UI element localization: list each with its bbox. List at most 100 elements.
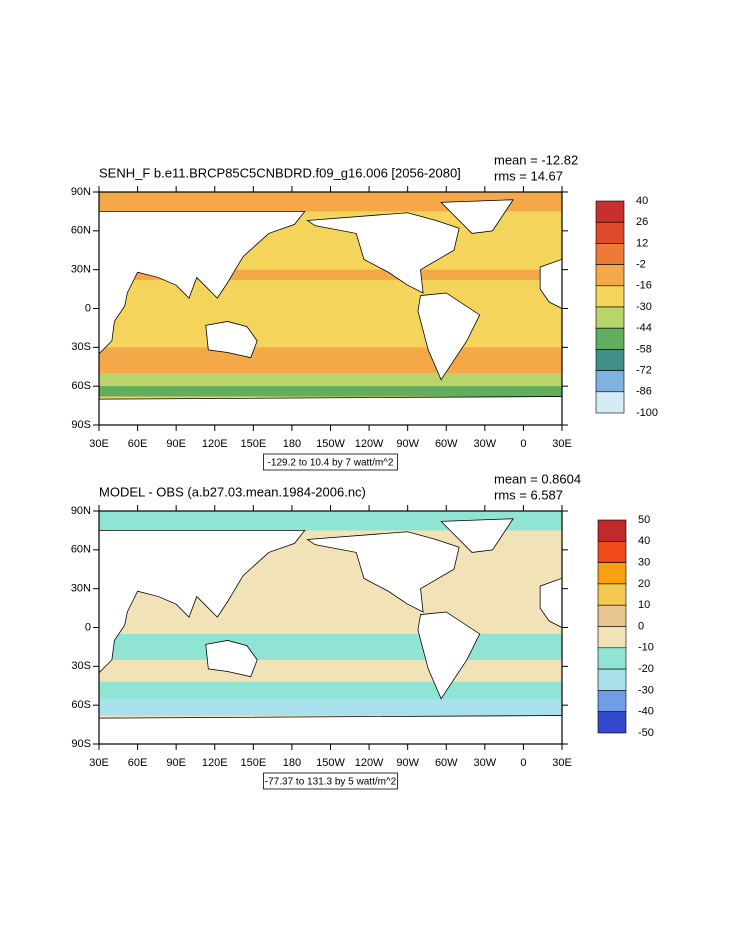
colorbar-box [597, 604, 627, 627]
lat-label: 0 [85, 621, 91, 633]
colorbar-box [595, 349, 625, 371]
colorbar-label: -16 [636, 280, 652, 292]
lat-label: 30S [71, 660, 91, 672]
colorbar-box [597, 668, 627, 691]
lon-label: 150E [240, 757, 266, 769]
colorbar-box [597, 583, 627, 606]
colorbar-box [595, 327, 625, 350]
panel-title: MODEL - OBS (a.b27.03.mean.1984-2006.nc) [99, 484, 366, 499]
colorbar-label: 30 [638, 557, 650, 569]
colorbar-label: -30 [638, 684, 654, 696]
colorbar-box [597, 626, 627, 649]
colorbar-label: -86 [636, 386, 652, 398]
info-box [263, 453, 398, 471]
colorbar-box [595, 264, 625, 287]
lon-label: 90W [396, 757, 419, 769]
colorbar-box [595, 391, 625, 414]
lon-label: 120W [355, 757, 384, 769]
colorbar-label: -20 [638, 663, 654, 675]
colorbar-box [597, 647, 627, 670]
lon-label: 120E [202, 438, 228, 450]
panel-title: SENH_F b.e11.BRCP85C5CNBDRD.f09_g16.006 … [99, 165, 461, 180]
colorbar-label: -72 [636, 365, 652, 377]
lon-label: 150W [316, 438, 345, 450]
lat-label: 90S [71, 738, 91, 750]
lat-label: 0 [85, 302, 91, 314]
lon-label: 30E [89, 438, 109, 450]
colorbar-box [595, 306, 625, 329]
colorbar-label: -50 [638, 727, 654, 739]
lat-label: 60S [71, 699, 91, 711]
colorbar-label: -30 [636, 301, 652, 313]
colorbar-box [595, 285, 625, 308]
lat-label: 30N [71, 264, 91, 276]
rms-stat: rms = 6.587 [494, 487, 563, 502]
lat-label: 30S [71, 341, 91, 353]
info-box [263, 772, 398, 790]
ocean-band [99, 269, 562, 281]
lon-label: 60W [435, 438, 458, 450]
lat-label: 60N [71, 225, 91, 237]
lon-label: 60E [128, 438, 148, 450]
colorbar-label: -40 [638, 706, 654, 718]
info-text: -77.37 to 131.3 by 5 watt/m^2 [265, 777, 397, 788]
lon-label: 90E [166, 757, 186, 769]
colorbar-label: 12 [636, 237, 648, 249]
lon-label: 120E [202, 757, 228, 769]
lat-label: 90N [71, 186, 91, 198]
lon-label: 60E [128, 757, 148, 769]
colorbar-label: 10 [638, 599, 650, 611]
lon-label: 60W [435, 757, 458, 769]
lon-label: 90W [396, 438, 419, 450]
colorbar-label: 0 [638, 620, 644, 632]
colorbar-label: 40 [638, 535, 650, 547]
lon-label: 150E [240, 438, 266, 450]
colorbar-box [597, 711, 627, 734]
colorbar-label: 50 [638, 514, 650, 526]
lat-label: 60N [71, 544, 91, 556]
colorbar-label: -2 [636, 259, 646, 271]
map-panel: MODEL - OBS (a.b27.03.mean.1984-2006.nc)… [71, 471, 654, 790]
lon-label: 30E [552, 438, 572, 450]
info-text: -129.2 to 10.4 by 7 watt/m^2 [268, 458, 394, 469]
colorbar-box [595, 243, 625, 265]
rms-stat: rms = 14.67 [494, 168, 563, 183]
map-field [98, 192, 563, 426]
colorbar-box [595, 221, 625, 244]
lat-label: 90N [71, 505, 91, 517]
lat-label: 60S [71, 380, 91, 392]
lon-label: 0 [520, 438, 526, 450]
colorbar-label: 20 [638, 578, 650, 590]
colorbar-box [595, 370, 625, 393]
lon-label: 120W [355, 438, 384, 450]
colorbar-label: -100 [636, 407, 658, 419]
ocean-band [99, 347, 562, 374]
mean-stat: mean = 0.8604 [494, 471, 581, 486]
lon-label: 30W [474, 757, 497, 769]
ocean-band [99, 698, 562, 716]
colorbar-label: -44 [636, 322, 652, 334]
ocean-band [99, 633, 562, 660]
lon-label: 150W [316, 757, 345, 769]
lon-label: 180 [283, 438, 301, 450]
colorbar-label: -10 [638, 642, 654, 654]
lon-label: 180 [283, 757, 301, 769]
map-field [98, 511, 563, 745]
mean-stat: mean = -12.82 [494, 152, 578, 167]
map-panel: SENH_F b.e11.BRCP85C5CNBDRD.f09_g16.006 … [71, 152, 658, 471]
colorbar-label: 40 [636, 195, 648, 207]
colorbar-box [597, 519, 627, 542]
lon-label: 30E [89, 757, 109, 769]
colorbar-label: 26 [636, 216, 648, 228]
colorbar-box [595, 200, 625, 223]
lon-label: 0 [520, 757, 526, 769]
ocean-band [99, 386, 562, 397]
colorbar-label: -58 [636, 343, 652, 355]
lon-label: 90E [166, 438, 186, 450]
colorbar-box [597, 562, 627, 585]
lon-label: 30E [552, 757, 572, 769]
colorbar-box [597, 690, 627, 713]
lat-label: 30N [71, 583, 91, 595]
lat-label: 90S [71, 419, 91, 431]
